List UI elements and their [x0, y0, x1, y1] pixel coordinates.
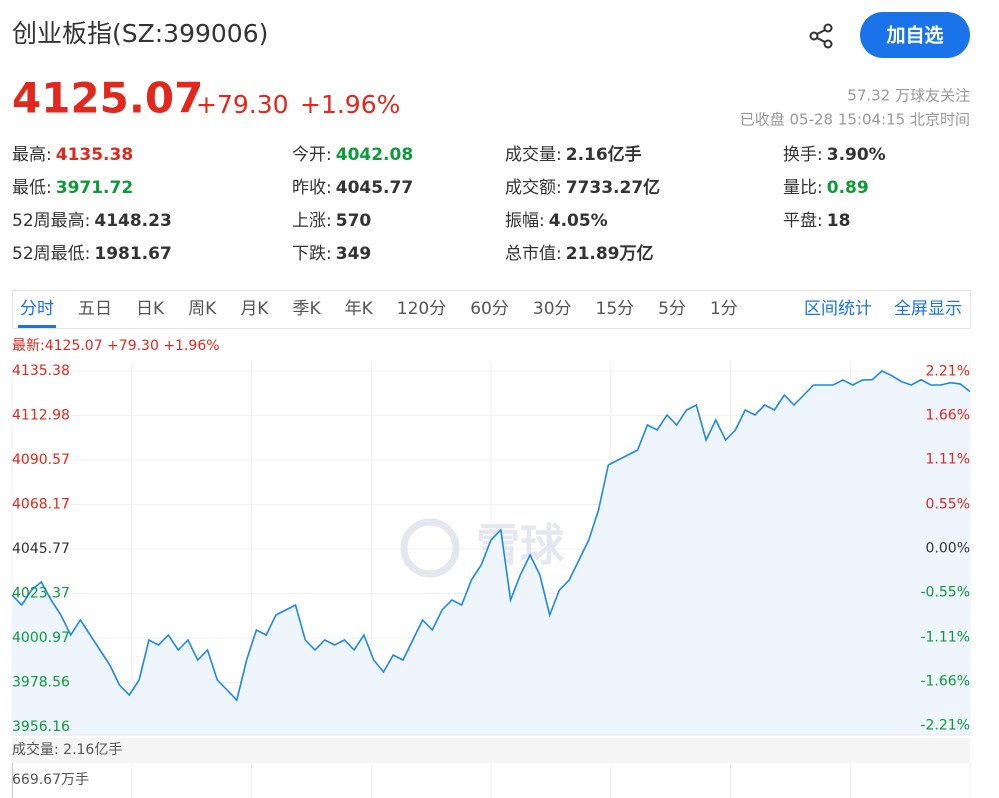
stat-label: 量比:: [783, 178, 823, 198]
price: 4125.07: [12, 74, 203, 123]
stat-label: 下跌:: [292, 244, 332, 264]
tab[interactable]: 5分: [658, 299, 686, 319]
stat-label: 最低:: [12, 178, 52, 198]
stat-value: 18: [827, 211, 851, 231]
change: +79.30: [196, 90, 289, 119]
y2-tick-label: -0.55%: [920, 585, 970, 601]
stat-label: 振幅:: [505, 211, 545, 231]
stat-label: 上涨:: [292, 211, 332, 231]
stat-value: 7733.27亿: [566, 177, 660, 198]
tabs: 分时 五日 日K 周K 月K 季K 年K 120分 60分 30分 15分 5分 1分 全屏显示 区间统计: [18, 299, 962, 328]
stat-value: 3971.72: [56, 178, 133, 198]
stat-label: 昨收:: [292, 178, 332, 198]
y2-tick-label: -1.11%: [920, 629, 970, 645]
y-tick-label: 4023.37: [12, 585, 70, 601]
stat-label: 换手:: [783, 145, 823, 165]
tab-underline: [18, 325, 56, 328]
volume-label: 成交量: 2.16亿手: [12, 741, 122, 758]
y2-tick-label: 0.00%: [926, 541, 970, 557]
stat-value: 3.90%: [827, 145, 886, 165]
stat-label: 成交额:: [505, 178, 562, 198]
stat-value: 21.89万亿: [566, 243, 654, 264]
stat-value: 570: [336, 211, 372, 231]
tab[interactable]: 30分: [533, 299, 572, 319]
tab-link[interactable]: 区间统计: [804, 299, 872, 319]
stat-value: 349: [336, 244, 372, 264]
stat-value: 4.05%: [549, 211, 608, 231]
percent: +1.96%: [300, 90, 400, 119]
y2-tick-label: 2.21%: [926, 364, 970, 380]
tab[interactable]: 季K: [292, 299, 321, 319]
y-tick-label: 4090.57: [12, 452, 70, 468]
share-icon[interactable]: [809, 23, 833, 49]
stat-label: 平盘:: [783, 211, 823, 231]
y2-tick-label: -2.21%: [920, 717, 970, 733]
stat-value: 2.16亿手: [566, 144, 642, 165]
page-title: 创业板指(SZ:399006): [12, 19, 268, 48]
stat-value: 4148.23: [94, 211, 171, 231]
tab[interactable]: 年K: [345, 299, 374, 319]
stat-value: 0.89: [827, 178, 869, 198]
follow-button[interactable]: [860, 12, 970, 58]
stat-value: 4135.38: [56, 145, 133, 165]
tab[interactable]: 120分: [397, 299, 446, 319]
price-line: [11, 370, 971, 702]
watermark-logo: [400, 518, 460, 578]
latest-label: 最新:4125.07 +79.30 +1.96%: [12, 338, 220, 354]
y-tick-label: 4112.98: [12, 407, 70, 423]
stat-label: 52周最高:: [12, 211, 90, 231]
follow-button-label[interactable]: 加自选: [885, 24, 943, 47]
y-tick-label: 3956.16: [12, 719, 70, 735]
tab[interactable]: 周K: [188, 299, 217, 319]
stat-label: 成交量:: [505, 145, 562, 165]
stat-label: 今开:: [292, 145, 332, 165]
market-status: 已收盘 05-28 15:04:15 北京时间: [740, 111, 970, 129]
y-tick-label: 4000.97: [12, 630, 70, 646]
tab-bar: [12, 290, 971, 329]
stat-label: 最高:: [12, 145, 52, 165]
followers: 57.32 万球友关注: [847, 87, 970, 105]
tab[interactable]: 1分: [710, 299, 738, 319]
y-tick-label: 4068.17: [12, 497, 70, 513]
y-tick-label: 4045.77: [12, 541, 70, 557]
y2-tick-label: 1.11%: [926, 452, 970, 468]
tab[interactable]: 日K: [136, 299, 165, 319]
tab[interactable]: 15分: [596, 299, 635, 319]
tab[interactable]: 五日: [78, 299, 112, 319]
chart: 最新:4125.07 +79.30 +1.96%雪球4135.384112.98…: [11, 338, 971, 798]
y-tick-label: 3978.56: [12, 675, 70, 691]
tab[interactable]: 月K: [240, 299, 269, 319]
volume-header: [12, 738, 970, 763]
stat-value: 1981.67: [94, 244, 171, 264]
stat-value: 4042.08: [336, 145, 413, 165]
volume-max-label: 669.67万手: [12, 772, 89, 788]
y2-tick-label: 0.55%: [926, 496, 970, 512]
y2-tick-label: -1.66%: [920, 673, 970, 689]
stats: 最高: 4135.38 今开: 4042.08 成交量: 2.16亿手 换手: 3.90% 最低…: [12, 144, 886, 264]
tab-link[interactable]: 全屏显示: [894, 299, 962, 319]
y-tick-label: 4135.38: [12, 363, 70, 379]
stat-label: 总市值:: [505, 244, 562, 264]
tab[interactable]: 60分: [470, 299, 509, 319]
stat-label: 52周最低:: [12, 244, 90, 264]
tab[interactable]: 分时: [20, 299, 54, 319]
y2-tick-label: 1.66%: [926, 408, 970, 424]
stat-value: 4045.77: [336, 178, 413, 198]
area: [12, 371, 970, 735]
